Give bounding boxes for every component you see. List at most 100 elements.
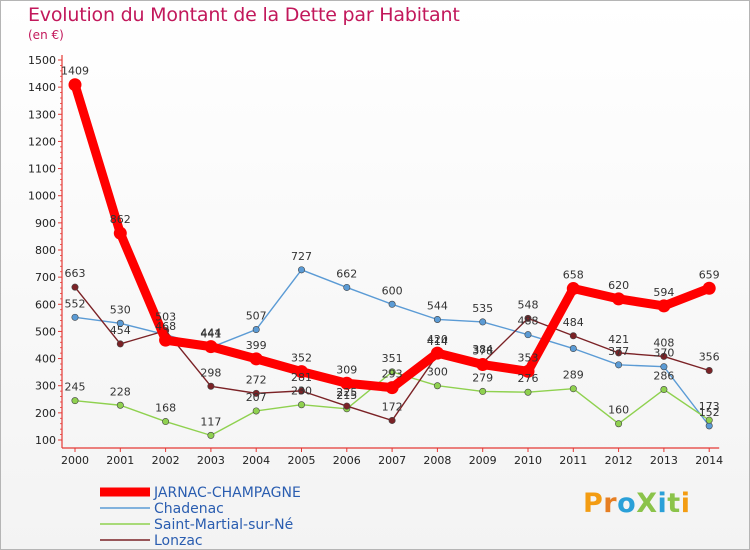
y-tick-label: 100 [35, 434, 56, 447]
y-tick-label: 1000 [28, 190, 56, 203]
data-point [295, 365, 308, 379]
data-label: 168 [155, 402, 176, 415]
data-point [430, 346, 444, 360]
y-tick-label: 900 [35, 217, 56, 230]
data-label: 488 [518, 315, 539, 328]
data-label: 353 [518, 351, 539, 364]
data-label: 351 [382, 352, 403, 365]
data-label: 414 [427, 335, 448, 348]
data-point [297, 266, 305, 274]
y-tick-label: 400 [35, 353, 56, 366]
data-point [657, 299, 671, 313]
data-point [388, 368, 396, 376]
data-point [388, 416, 396, 424]
data-point [113, 226, 127, 240]
data-point [705, 367, 713, 375]
data-label: 444 [200, 327, 221, 340]
data-label: 272 [246, 373, 267, 386]
x-tick-label: 2008 [423, 454, 451, 467]
data-point [615, 361, 623, 369]
data-label: 535 [472, 302, 493, 315]
data-label: 420 [427, 333, 448, 346]
legend-label: Lonzac [154, 533, 203, 549]
y-tick-label: 1500 [28, 54, 56, 67]
data-point [252, 407, 260, 415]
data-point [476, 358, 490, 372]
x-tick-label: 2007 [378, 454, 406, 467]
data-point [705, 416, 713, 424]
x-tick-label: 2010 [514, 454, 542, 467]
x-tick-label: 2004 [242, 454, 270, 467]
data-label: 548 [518, 298, 539, 311]
proxiti-logo: ProXiti [583, 488, 691, 519]
data-point [116, 401, 124, 409]
data-label: 117 [200, 415, 221, 428]
data-label: 544 [427, 299, 448, 312]
data-point [207, 431, 215, 439]
legend-label: Saint-Martial-sur-Né [154, 517, 293, 533]
data-label: 377 [608, 345, 629, 358]
data-label: 286 [653, 370, 674, 383]
data-label: 173 [699, 400, 720, 413]
legend-label: Chadenac [154, 501, 224, 517]
data-point [433, 315, 441, 323]
data-label: 378 [472, 345, 493, 358]
data-label: 352 [291, 352, 312, 365]
data-label: 507 [246, 310, 267, 323]
data-label: 862 [110, 213, 131, 226]
y-tick-label: 700 [35, 271, 56, 284]
data-point [388, 300, 396, 308]
series-jarnac-champagne [68, 78, 716, 395]
x-tick-label: 2006 [333, 454, 361, 467]
data-label: 293 [382, 368, 403, 381]
data-label: 530 [110, 303, 131, 316]
data-point [615, 349, 623, 357]
data-label: 503 [155, 311, 176, 324]
data-point [612, 292, 626, 306]
data-label: 620 [608, 279, 629, 292]
data-point [479, 318, 487, 326]
data-label: 228 [110, 385, 131, 398]
data-point [252, 389, 260, 397]
y-tick-label: 600 [35, 298, 56, 311]
data-label: 663 [65, 267, 86, 280]
data-label: 160 [608, 404, 629, 417]
data-point [524, 331, 532, 339]
data-label: 356 [699, 351, 720, 364]
data-label: 281 [291, 371, 312, 384]
data-label: 454 [110, 324, 131, 337]
data-point [207, 382, 215, 390]
data-point [343, 283, 351, 291]
x-tick-label: 2002 [152, 454, 180, 467]
data-point [116, 340, 124, 348]
data-point [204, 340, 218, 354]
x-tick-label: 2001 [106, 454, 134, 467]
data-label: 399 [246, 339, 267, 352]
data-point [524, 314, 532, 322]
data-label: 421 [608, 333, 629, 346]
data-label: 309 [336, 363, 357, 376]
data-label: 408 [653, 336, 674, 349]
data-point [252, 326, 260, 334]
x-tick-label: 2000 [61, 454, 89, 467]
data-point [660, 352, 668, 360]
data-point [569, 345, 577, 353]
y-tick-label: 1400 [28, 81, 56, 94]
data-point [71, 313, 79, 321]
data-label: 152 [699, 406, 720, 419]
data-label: 594 [653, 286, 674, 299]
data-label: 662 [336, 267, 357, 280]
data-point [566, 282, 580, 296]
data-label: 659 [699, 268, 720, 281]
data-point [521, 364, 535, 378]
x-tick-label: 2013 [650, 454, 678, 467]
data-point [660, 386, 668, 394]
data-label: 441 [200, 327, 221, 340]
x-tick-label: 2005 [288, 454, 316, 467]
data-label: 484 [563, 316, 584, 329]
data-label: 230 [291, 385, 312, 398]
y-tick-label: 500 [35, 325, 56, 338]
y-tick-label: 200 [35, 407, 56, 420]
x-tick-label: 2009 [469, 454, 497, 467]
